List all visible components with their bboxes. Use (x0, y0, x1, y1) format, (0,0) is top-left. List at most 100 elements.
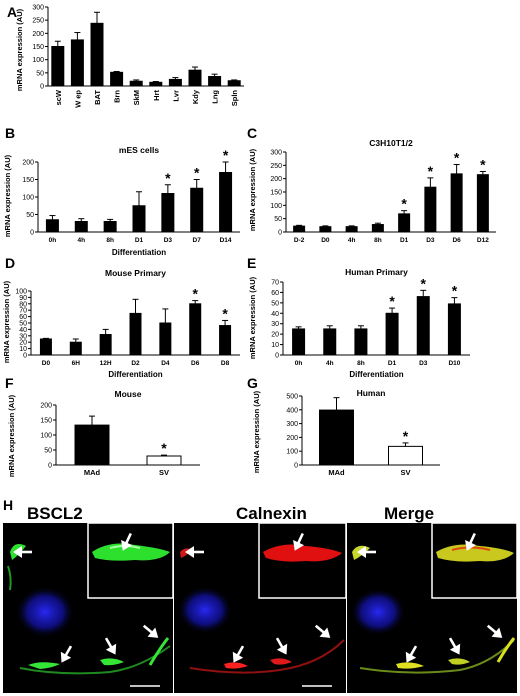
panel-letter-a: A (7, 4, 17, 20)
bar (450, 173, 463, 233)
bar (371, 224, 384, 233)
significance-star: * (401, 196, 407, 212)
bar (69, 341, 82, 356)
y-tick-label: 30 (271, 321, 279, 328)
bar (354, 328, 368, 356)
category-label: D6 (452, 237, 461, 244)
category-label: D7 (193, 237, 202, 244)
significance-star: * (192, 286, 198, 302)
y-tick-label: 50 (26, 212, 34, 219)
category-label: D10 (448, 360, 460, 367)
y-tick-label: 40 (271, 311, 279, 318)
bar (132, 205, 146, 233)
y-tick-label: 50 (274, 216, 282, 223)
y-axis-label: mRNA expression (AU) (252, 390, 261, 473)
y-tick-label: 400 (286, 407, 298, 414)
bar (39, 338, 52, 356)
panel-letter-c: C (247, 125, 257, 141)
category-label: 8h (374, 237, 382, 244)
chart-title: C3H10T1/2 (369, 138, 413, 148)
y-tick-label: 200 (286, 435, 298, 442)
y-axis-label: mRNA expression (AU) (7, 394, 16, 477)
y-tick-label: 200 (22, 160, 34, 167)
micrograph-title-calnexin: Calnexin (236, 504, 307, 523)
bar (159, 322, 172, 356)
y-tick-label: 80 (19, 301, 27, 308)
significance-star: * (428, 163, 434, 179)
micrograph-title-merge: Merge (384, 504, 434, 523)
category-label: D3 (419, 360, 428, 367)
bar (45, 219, 59, 233)
category-label: D0 (42, 360, 51, 367)
bar (388, 445, 423, 466)
category-label: MAd (328, 468, 345, 477)
significance-star: * (194, 165, 200, 181)
bar (90, 22, 104, 87)
category-label: D-2 (294, 237, 305, 244)
bar (219, 172, 233, 233)
category-label: D4 (161, 360, 170, 367)
micrograph-merge (347, 522, 518, 693)
panel-letter-g: G (247, 375, 258, 391)
y-tick-label: 150 (270, 190, 282, 197)
micrograph-calnexin (174, 522, 347, 693)
y-tick-label: 300 (270, 150, 282, 157)
category-label: SV (159, 468, 169, 477)
bar (110, 71, 124, 87)
category-label: BAT (93, 90, 102, 105)
y-tick-label: 10 (19, 346, 27, 353)
significance-star: * (389, 293, 395, 309)
y-tick-label: 100 (270, 203, 282, 210)
bar (424, 186, 437, 233)
y-tick-label: 100 (40, 433, 52, 440)
bar (70, 39, 84, 87)
y-tick-label: 100 (32, 57, 44, 64)
bar (416, 296, 430, 356)
category-label: D12 (477, 237, 489, 244)
panel-letter-b: B (5, 125, 15, 141)
chart-title: Mouse (115, 389, 142, 399)
significance-star: * (480, 156, 486, 172)
bar (345, 226, 358, 233)
bar (476, 174, 489, 233)
y-tick-label: 70 (19, 308, 27, 315)
category-label: D1 (388, 360, 397, 367)
category-label: Lvr (171, 90, 180, 102)
chart-title: Human Primary (345, 267, 408, 277)
y-tick-label: 200 (270, 176, 282, 183)
y-tick-label: 90 (19, 295, 27, 302)
category-label: D8 (221, 360, 230, 367)
x-axis-label: Differentiation (349, 370, 403, 379)
y-tick-label: 0 (294, 463, 298, 470)
y-tick-label: 100 (15, 289, 27, 296)
bar (74, 424, 110, 466)
bar (99, 334, 112, 356)
bar (103, 221, 117, 233)
y-tick-label: 20 (271, 332, 279, 339)
significance-star: * (452, 283, 458, 299)
category-label: Lng (211, 90, 220, 104)
category-label: D14 (220, 237, 232, 244)
y-tick-label: 30 (19, 333, 27, 340)
micrograph-title-bscl2: BSCL2 (27, 504, 83, 523)
bar (168, 78, 182, 87)
y-tick-label: 200 (32, 31, 44, 38)
y-axis-label: mRNA expression (AU) (3, 154, 12, 237)
y-tick-label: 60 (19, 314, 27, 321)
y-tick-label: 0 (275, 353, 279, 360)
bar (129, 312, 142, 356)
category-label: 8h (106, 237, 114, 244)
x-axis-label: Differentiation (112, 248, 166, 257)
y-tick-label: 500 (286, 394, 298, 401)
y-tick-label: 150 (22, 177, 34, 184)
bar (227, 80, 241, 87)
y-tick-label: 0 (30, 230, 34, 237)
category-label: SkM (132, 90, 141, 105)
bar (323, 328, 337, 356)
category-label: D0 (321, 237, 330, 244)
bar (149, 81, 163, 87)
category-label: Kdy (191, 89, 200, 104)
panel-letter-f: F (5, 375, 14, 391)
y-axis-label: mRNA expression (AU) (15, 8, 24, 91)
